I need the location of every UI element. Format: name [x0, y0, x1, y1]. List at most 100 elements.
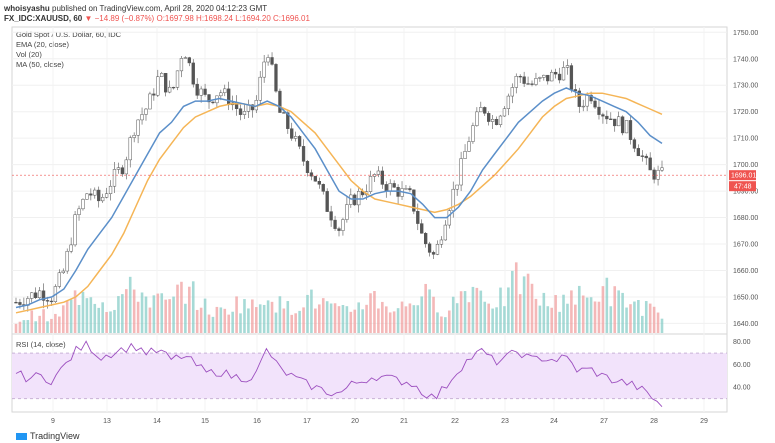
candle-body — [530, 83, 534, 85]
candle — [101, 193, 105, 203]
candle-body — [199, 88, 203, 96]
candle-body — [534, 78, 538, 85]
volume-bar — [164, 299, 167, 333]
candle — [203, 83, 207, 97]
candle — [234, 95, 239, 116]
volume-bar — [511, 270, 514, 333]
volume-bar — [459, 291, 463, 333]
volume-bar — [633, 301, 636, 333]
volume-bar — [282, 308, 286, 333]
candle — [384, 181, 388, 198]
candle-body — [345, 204, 349, 220]
price-tick-label: 1640.00 — [733, 321, 758, 328]
candle-body — [557, 73, 562, 81]
candle-body — [132, 135, 136, 138]
author-name[interactable]: whoisyashu — [4, 4, 50, 13]
volume-bar — [644, 301, 648, 333]
volume-bar — [487, 303, 490, 333]
volume-bar — [558, 311, 561, 333]
candle — [498, 114, 503, 128]
volume-bar — [73, 290, 77, 333]
candle — [215, 95, 219, 108]
time-tick-label: 16 — [253, 418, 261, 425]
candle-body — [392, 183, 396, 188]
volume-bar — [499, 287, 502, 333]
volume-bar — [191, 281, 195, 333]
candle-body — [69, 244, 73, 252]
candle-body — [207, 94, 211, 103]
candle — [463, 144, 467, 159]
candle — [144, 108, 148, 121]
candle-body — [144, 108, 148, 115]
candle-body — [589, 94, 593, 102]
candle — [656, 165, 660, 186]
candle — [565, 59, 570, 75]
price-tick-label: 1710.00 — [733, 136, 758, 143]
volume-bar — [113, 309, 116, 333]
volume-bar — [400, 301, 404, 333]
candle-body — [494, 118, 499, 125]
volume-bar — [444, 317, 447, 333]
price-tags: 1696.01 47:48 — [729, 170, 756, 192]
candle-body — [420, 223, 424, 234]
candle — [412, 189, 416, 215]
candle — [45, 296, 50, 309]
price-tick-label: 1720.00 — [733, 109, 758, 116]
volume-bar — [251, 299, 254, 333]
candle-body — [223, 88, 227, 94]
tradingview-footer[interactable]: TradingView — [16, 431, 80, 441]
candle — [577, 87, 581, 113]
candle-body — [561, 67, 566, 81]
volume-bar — [518, 294, 522, 333]
candle — [487, 111, 491, 126]
volume-bar — [298, 310, 301, 333]
publish-text: published on TradingView.com, April 28, … — [52, 4, 268, 13]
candle-body — [45, 300, 50, 302]
volume-bar — [168, 299, 171, 333]
candles[interactable] — [14, 52, 664, 312]
volume-bar — [30, 310, 34, 333]
time-axis[interactable]: 9 13 14 15 16 17 20 21 22 23 24 27 28 29 — [51, 418, 708, 425]
volume-bar — [85, 298, 89, 333]
candle-body — [628, 120, 633, 140]
candle-body — [644, 155, 648, 159]
candle-body — [412, 189, 416, 212]
volume-bar — [475, 287, 479, 333]
volume-bar — [369, 293, 372, 333]
candle-body — [309, 172, 314, 177]
candle — [61, 268, 65, 274]
last-price-text: 1696.01 — [731, 173, 756, 180]
volume-bar — [621, 292, 624, 333]
candle — [230, 95, 235, 111]
candle-body — [416, 211, 420, 224]
volume-bar — [160, 293, 164, 333]
candle-body — [282, 112, 286, 114]
volume-bar — [550, 307, 554, 333]
volume-bar — [597, 301, 601, 333]
candle-body — [660, 167, 664, 171]
volume-bar — [42, 309, 45, 333]
volume-bar — [424, 283, 427, 333]
volume-bar — [101, 302, 104, 333]
candle-body — [329, 211, 333, 221]
candle — [262, 54, 266, 83]
volume-bar — [144, 296, 148, 333]
candle — [97, 186, 101, 208]
change-value: ▼ −14.89 (−0.87%) — [84, 14, 155, 23]
candle-body — [337, 228, 341, 231]
legend-ma: MA (50, close) — [16, 60, 64, 69]
candle — [522, 71, 526, 87]
price-axis[interactable]: 1750.00 1740.00 1730.00 1720.00 1710.00 1700.… — [733, 30, 758, 328]
candle — [167, 80, 172, 94]
countdown-text: 47:48 — [734, 184, 752, 191]
candle-body — [128, 137, 132, 161]
candle — [266, 54, 270, 66]
candle-body — [632, 139, 637, 149]
volume-bar — [373, 291, 376, 333]
volume-bar — [605, 277, 609, 333]
volume-bar — [207, 314, 211, 333]
candle-body — [546, 74, 550, 82]
time-tick-label: 13 — [103, 418, 111, 425]
candle-body — [569, 65, 574, 90]
